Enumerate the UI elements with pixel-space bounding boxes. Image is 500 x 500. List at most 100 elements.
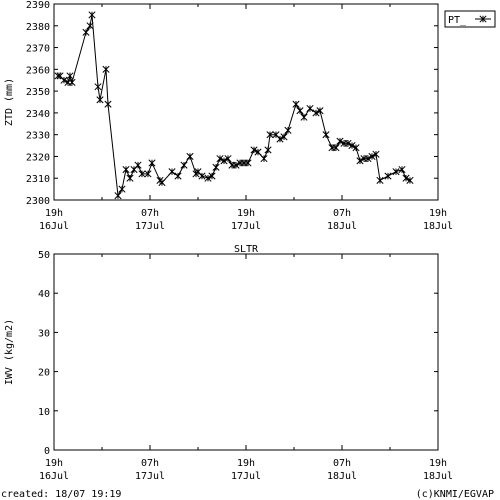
data-point bbox=[392, 168, 400, 176]
y-tick-label: 2340 bbox=[26, 109, 50, 120]
data-point bbox=[348, 142, 356, 150]
data-point bbox=[104, 100, 112, 108]
data-point bbox=[96, 96, 104, 104]
data-point bbox=[336, 137, 344, 145]
footer-created-label: created: 18/07 19:19 bbox=[1, 489, 121, 500]
data-point bbox=[122, 165, 130, 174]
data-point bbox=[384, 172, 392, 180]
x-tick-label: 19h bbox=[45, 458, 63, 469]
data-point bbox=[118, 185, 126, 193]
data-point bbox=[204, 174, 212, 182]
y-tick-label: 50 bbox=[38, 250, 50, 261]
y-tick-label: 0 bbox=[44, 446, 50, 457]
data-point bbox=[86, 22, 94, 30]
data-point bbox=[168, 168, 176, 176]
data-point bbox=[82, 28, 90, 36]
data-point bbox=[296, 107, 304, 115]
data-point bbox=[280, 133, 288, 141]
data-point bbox=[114, 192, 122, 200]
data-point bbox=[88, 11, 96, 19]
x-tick-label: 19h bbox=[45, 208, 63, 219]
data-point bbox=[144, 170, 152, 178]
data-point bbox=[216, 155, 224, 163]
x-tick-label: 19h bbox=[237, 458, 255, 469]
y-tick-label: 10 bbox=[38, 407, 50, 418]
x-tick-date-label: 17Jul bbox=[135, 471, 165, 482]
data-point bbox=[364, 155, 372, 163]
x-tick-label: 19h bbox=[429, 458, 447, 469]
x-tick-label: 19h bbox=[429, 208, 447, 219]
y-tick-label: 2390 bbox=[26, 0, 50, 11]
y-axis-label: IWV (kg/m2) bbox=[4, 319, 15, 385]
data-point bbox=[316, 107, 324, 115]
x-tick-label: 07h bbox=[141, 208, 159, 219]
data-point bbox=[134, 161, 142, 169]
x-tick-label: 07h bbox=[333, 458, 351, 469]
legend-box bbox=[444, 10, 496, 28]
data-point bbox=[402, 174, 410, 182]
data-point bbox=[244, 159, 252, 167]
data-point bbox=[220, 157, 228, 165]
data-point bbox=[368, 152, 376, 160]
x-tick-date-label: 17Jul bbox=[231, 471, 261, 482]
data-point bbox=[158, 179, 166, 187]
y-tick-label: 2380 bbox=[26, 22, 50, 33]
data-point bbox=[174, 172, 182, 180]
x-tick-label: 07h bbox=[333, 208, 351, 219]
x-tick-date-label: 16Jul bbox=[39, 221, 69, 232]
plot-frame bbox=[53, 253, 439, 451]
data-point bbox=[60, 76, 68, 84]
data-point bbox=[148, 159, 156, 167]
y-tick-label: 30 bbox=[38, 328, 50, 339]
data-point bbox=[264, 146, 272, 154]
data-point bbox=[186, 152, 194, 160]
data-point bbox=[276, 135, 284, 143]
x-tick-label: 19h bbox=[237, 208, 255, 219]
footer-credit-label: (c)KNMI/EGVAP bbox=[416, 489, 494, 500]
plot-frame bbox=[53, 3, 439, 201]
data-point bbox=[306, 104, 314, 113]
data-point bbox=[224, 155, 232, 163]
data-point bbox=[102, 65, 110, 73]
ztd-chart: 2300 2310 2320 2330 2340 2350 2360 2370 2380 2390… bbox=[4, 0, 496, 232]
y-tick-label: 2350 bbox=[26, 87, 50, 98]
data-point bbox=[372, 150, 380, 158]
y-tick-label: 2320 bbox=[26, 152, 50, 163]
y-tick-label: 2300 bbox=[26, 196, 50, 207]
y-tick-label: 40 bbox=[38, 289, 50, 300]
y-tick-label: 2370 bbox=[26, 44, 50, 55]
data-point bbox=[352, 144, 360, 152]
x-tick-date-label: 17Jul bbox=[231, 221, 261, 232]
data-point bbox=[66, 72, 74, 80]
data-point bbox=[212, 163, 220, 171]
data-point bbox=[284, 126, 292, 134]
data-point bbox=[300, 113, 308, 121]
y-tick-label: 20 bbox=[38, 368, 50, 379]
legend: PT_ bbox=[444, 10, 496, 28]
data-point bbox=[260, 155, 268, 163]
data-point bbox=[180, 161, 188, 169]
data-point bbox=[356, 157, 364, 165]
data-point bbox=[208, 172, 216, 180]
data-point bbox=[406, 176, 414, 184]
x-tick-date-label: 18Jul bbox=[327, 221, 357, 232]
data-point bbox=[266, 131, 274, 139]
data-point bbox=[126, 174, 134, 182]
iwv-chart: 0 10 20 30 40 50 19h 16Jul 07h 17Jul 19h 17Jul 07h 18… bbox=[4, 244, 453, 482]
x-tick-date-label: 17Jul bbox=[135, 221, 165, 232]
y-tick-label: 2360 bbox=[26, 65, 50, 76]
data-point bbox=[292, 100, 300, 108]
y-axis-label: ZTD (mm) bbox=[4, 78, 15, 126]
y-tick-label: 2330 bbox=[26, 131, 50, 142]
x-tick-date-label: 16Jul bbox=[39, 471, 69, 482]
data-point bbox=[376, 176, 384, 184]
data-point bbox=[68, 78, 76, 86]
data-point bbox=[232, 161, 240, 169]
data-point bbox=[250, 146, 258, 154]
data-point bbox=[332, 144, 340, 152]
x-tick-date-label: 18Jul bbox=[423, 471, 453, 482]
data-point bbox=[398, 165, 406, 174]
series-line bbox=[58, 14, 411, 198]
legend-label: PT_ bbox=[448, 15, 467, 26]
